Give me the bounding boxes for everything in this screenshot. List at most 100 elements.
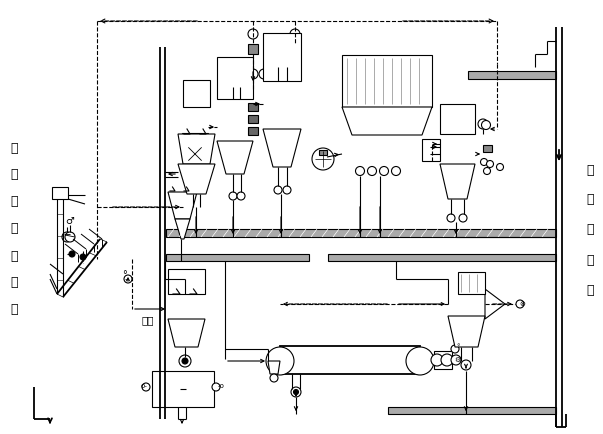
Text: ⚙: ⚙ (454, 356, 460, 362)
Text: -o: -o (218, 382, 225, 388)
Circle shape (431, 354, 443, 366)
Circle shape (516, 300, 524, 308)
Circle shape (356, 167, 364, 176)
Bar (166, 230, 556, 237)
Bar (248, 128, 258, 136)
Circle shape (312, 149, 334, 171)
Circle shape (212, 383, 220, 391)
Bar (290, 45, 300, 55)
Bar (166, 254, 309, 261)
Polygon shape (217, 141, 253, 174)
Circle shape (180, 373, 212, 405)
Text: 外排: 外排 (142, 314, 154, 324)
Bar (152, 371, 214, 407)
Polygon shape (485, 289, 505, 319)
Circle shape (441, 354, 453, 366)
Bar (182, 134, 208, 148)
Circle shape (290, 30, 300, 40)
Circle shape (182, 141, 208, 168)
Circle shape (62, 233, 72, 243)
Circle shape (367, 167, 376, 176)
Polygon shape (342, 108, 432, 136)
Text: 站: 站 (10, 303, 17, 316)
Text: 来: 来 (10, 141, 17, 154)
Circle shape (451, 345, 459, 353)
Bar (263, 34, 301, 82)
Circle shape (248, 30, 258, 40)
Circle shape (187, 380, 205, 398)
Circle shape (451, 355, 461, 365)
Text: 自: 自 (10, 168, 17, 181)
Circle shape (294, 390, 298, 395)
Circle shape (266, 347, 294, 375)
Text: 至: 至 (586, 163, 594, 176)
Circle shape (487, 161, 493, 168)
Text: 配: 配 (10, 249, 17, 262)
Circle shape (80, 254, 86, 260)
Circle shape (447, 214, 455, 223)
Polygon shape (168, 193, 197, 220)
Text: 水: 水 (586, 193, 594, 206)
Polygon shape (448, 316, 485, 347)
Polygon shape (178, 135, 215, 164)
Circle shape (283, 187, 291, 194)
Text: °: ° (122, 270, 127, 279)
Bar (342, 56, 432, 108)
Circle shape (406, 347, 434, 375)
Circle shape (237, 193, 245, 201)
Bar (468, 72, 556, 80)
Circle shape (259, 70, 269, 80)
Bar (217, 58, 253, 100)
Circle shape (179, 355, 191, 367)
Polygon shape (440, 164, 475, 200)
Text: ♂: ♂ (65, 216, 74, 226)
Text: o-: o- (141, 382, 148, 388)
Circle shape (391, 167, 400, 176)
Circle shape (69, 251, 75, 257)
Circle shape (142, 383, 150, 391)
Polygon shape (268, 361, 280, 374)
Text: °: ° (456, 343, 459, 349)
Circle shape (379, 167, 388, 176)
Bar (168, 270, 205, 294)
Bar (458, 273, 485, 294)
Polygon shape (175, 220, 190, 240)
Bar (248, 45, 258, 55)
Circle shape (270, 374, 278, 382)
Bar (483, 146, 492, 153)
Bar (434, 351, 452, 369)
Bar (183, 81, 210, 108)
Text: 泥: 泥 (10, 222, 17, 235)
Circle shape (478, 120, 488, 130)
Text: 储: 储 (586, 253, 594, 266)
Circle shape (496, 164, 504, 171)
Bar (388, 407, 556, 414)
Circle shape (248, 70, 258, 80)
Circle shape (481, 159, 487, 166)
Bar (52, 187, 68, 200)
Text: 泥: 泥 (586, 223, 594, 236)
Polygon shape (263, 130, 301, 168)
Bar (319, 151, 327, 156)
Circle shape (154, 373, 186, 405)
Bar (280, 346, 420, 374)
Text: 水: 水 (10, 195, 17, 208)
Bar (248, 104, 258, 112)
Bar (440, 105, 475, 135)
Polygon shape (168, 319, 205, 347)
Circle shape (229, 193, 237, 201)
Circle shape (291, 387, 301, 397)
Bar (248, 116, 258, 124)
Circle shape (484, 168, 490, 175)
Circle shape (482, 121, 490, 130)
Circle shape (65, 233, 75, 243)
Circle shape (182, 358, 188, 364)
Bar (422, 140, 440, 161)
Circle shape (161, 380, 179, 398)
Text: 料: 料 (10, 276, 17, 289)
Circle shape (124, 275, 132, 283)
Polygon shape (178, 164, 215, 194)
Text: ⊗: ⊗ (519, 300, 525, 306)
Circle shape (459, 214, 467, 223)
Text: 库: 库 (586, 283, 594, 296)
